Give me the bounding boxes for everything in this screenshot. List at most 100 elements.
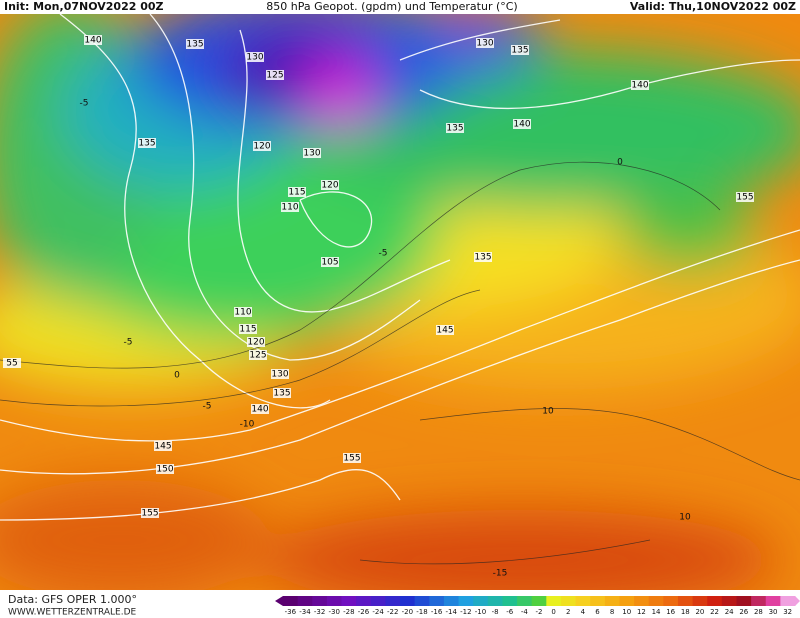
geopotential-label: 135 <box>511 46 528 56</box>
colorbar-label: -14 <box>446 608 458 616</box>
geopotential-label: 130 <box>246 53 263 63</box>
label-box <box>436 325 454 335</box>
label-box <box>186 39 204 49</box>
label-box <box>631 80 649 90</box>
geopotential-label: 120 <box>247 338 264 348</box>
label-box <box>513 119 531 129</box>
geopotential-label: 135 <box>446 124 463 134</box>
geopotential-label: 105 <box>321 258 338 268</box>
colorbar-label: 30 <box>769 608 778 616</box>
geopotential-label: 145 <box>154 442 171 452</box>
colorbar-cell <box>312 596 328 606</box>
label-box <box>281 202 299 212</box>
geopotential-label: 155 <box>343 454 360 464</box>
label-box <box>156 464 174 474</box>
colorbar-label: -28 <box>343 608 354 616</box>
temperature-label: 10 <box>679 513 691 523</box>
geopotential-label: 120 <box>321 181 338 191</box>
label-box <box>84 35 102 45</box>
colorbar-cell <box>458 596 474 606</box>
colorbar-cell <box>341 596 357 606</box>
colorbar-label: -30 <box>328 608 339 616</box>
colorbar-label: -26 <box>358 608 370 616</box>
colorbar-cell <box>648 596 664 606</box>
site: WWW.WETTERZENTRALE.DE <box>8 608 137 618</box>
geopotential-label: 140 <box>251 405 268 415</box>
temperature-label: -10 <box>240 420 255 430</box>
colorbar-label: 6 <box>595 608 600 616</box>
label-box <box>288 187 306 197</box>
colorbar-label: 16 <box>666 608 675 616</box>
colorbar-cell <box>297 596 313 606</box>
geopotential-label: 125 <box>249 351 266 361</box>
geopotential-label: 110 <box>234 308 251 318</box>
label-box <box>246 52 264 62</box>
label-box <box>303 148 321 158</box>
colorbar-cell <box>765 596 781 606</box>
colorbar-label: 24 <box>725 608 734 616</box>
colorbar-cell <box>575 596 591 606</box>
colorbar-label: -6 <box>506 608 514 616</box>
colorbar-cell <box>619 596 635 606</box>
colorbar-label: -32 <box>314 608 325 616</box>
colorbar-label: -24 <box>372 608 384 616</box>
geopotential-label: 135 <box>474 253 491 263</box>
temperature-label: 10 <box>542 407 554 417</box>
label-box <box>251 404 269 414</box>
temperature-label: -5 <box>379 249 388 259</box>
geopotential-label: 115 <box>288 188 305 198</box>
colorbar-cell <box>560 596 577 606</box>
geopotential-label: 150 <box>156 465 173 475</box>
colorbar-cell <box>531 596 547 606</box>
colorbar-cell <box>326 596 343 606</box>
geopotential-label: 135 <box>138 139 155 149</box>
colorbar-cell <box>487 596 503 606</box>
temperature-label: 0 <box>617 158 623 168</box>
colorbar-label: 10 <box>622 608 631 616</box>
colorbar-label: 26 <box>739 608 748 616</box>
colorbar-cell <box>780 596 796 606</box>
geopotential-label: 155 <box>736 193 753 203</box>
geopotential-label: 130 <box>476 39 493 49</box>
colorbar-cell <box>590 596 606 606</box>
map-title: 850 hPa Geopot. (gpdm) und Temperatur (°… <box>266 0 517 13</box>
temperature-label: 0 <box>174 371 180 381</box>
colorbar-label: 4 <box>581 608 586 616</box>
colorbar-label: 14 <box>652 608 661 616</box>
init-time: Init: Mon,07NOV2022 00Z <box>4 0 164 13</box>
colorbar-cell <box>663 596 679 606</box>
label-box <box>253 141 271 151</box>
colorbar-cell <box>736 596 752 606</box>
geopotential-label: 140 <box>84 36 101 46</box>
label-box <box>266 70 284 80</box>
label-box <box>249 350 267 360</box>
label-box <box>154 441 172 451</box>
geopotential-label: 140 <box>513 120 530 130</box>
geopotential-label: 110 <box>281 203 298 213</box>
colorbar-label: -34 <box>299 608 311 616</box>
colorbar-label: -20 <box>402 608 413 616</box>
label-box <box>476 38 494 48</box>
colorbar-label: 20 <box>695 608 704 616</box>
colorbar-cell <box>707 596 723 606</box>
colorbar-label: -12 <box>460 608 471 616</box>
label-box <box>271 369 289 379</box>
label-box <box>446 123 464 133</box>
colorbar-label: -36 <box>285 608 297 616</box>
colorbar-cell <box>414 596 430 606</box>
colorbar-label: -8 <box>492 608 499 616</box>
geopotential-label: 130 <box>303 149 320 159</box>
colorbar-label: 2 <box>566 608 570 616</box>
geopotential-label: 55 <box>6 359 17 369</box>
label-box <box>474 252 492 262</box>
temperature-label: -5 <box>203 402 212 412</box>
colorbar-cell <box>634 596 650 606</box>
colorbar-label: -4 <box>521 608 529 616</box>
temperature-label: -5 <box>124 338 133 348</box>
label-box <box>141 508 159 518</box>
colorbar-cell <box>400 596 416 606</box>
label-box <box>138 138 156 148</box>
colorbar-cell <box>502 596 518 606</box>
colorbar-label: -16 <box>431 608 443 616</box>
